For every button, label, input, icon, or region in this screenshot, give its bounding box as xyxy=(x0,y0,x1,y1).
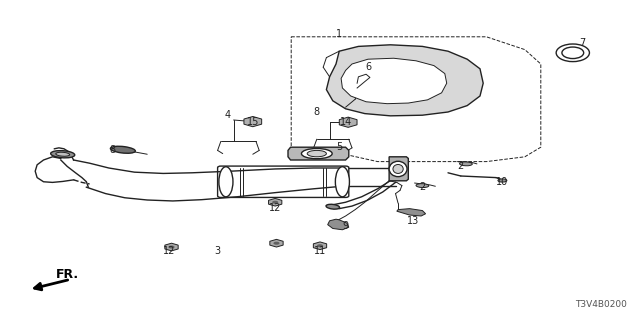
Text: 4: 4 xyxy=(224,110,230,120)
Ellipse shape xyxy=(326,204,340,209)
Text: 6: 6 xyxy=(365,62,371,72)
Circle shape xyxy=(272,201,278,204)
Ellipse shape xyxy=(389,161,407,177)
Polygon shape xyxy=(291,37,541,162)
Ellipse shape xyxy=(416,184,429,188)
Text: 15: 15 xyxy=(246,116,259,127)
Text: 8: 8 xyxy=(109,145,115,156)
Text: 14: 14 xyxy=(339,116,352,127)
Text: 12: 12 xyxy=(163,246,176,256)
Text: 8: 8 xyxy=(314,107,320,117)
Ellipse shape xyxy=(219,167,233,197)
Ellipse shape xyxy=(393,164,403,173)
Text: 13: 13 xyxy=(406,216,419,226)
Ellipse shape xyxy=(556,44,589,62)
Text: 2: 2 xyxy=(419,182,426,192)
Text: 10: 10 xyxy=(496,177,509,188)
Circle shape xyxy=(168,245,175,249)
Ellipse shape xyxy=(51,151,75,158)
Text: T3V4B0200: T3V4B0200 xyxy=(575,300,627,309)
Ellipse shape xyxy=(562,47,584,59)
Text: FR.: FR. xyxy=(56,268,79,281)
Ellipse shape xyxy=(335,167,349,197)
FancyBboxPatch shape xyxy=(218,166,349,197)
Ellipse shape xyxy=(307,150,326,157)
Circle shape xyxy=(317,244,323,247)
Polygon shape xyxy=(326,45,483,116)
Polygon shape xyxy=(288,147,349,160)
Text: 7: 7 xyxy=(579,38,586,48)
Text: 12: 12 xyxy=(269,203,282,213)
Polygon shape xyxy=(397,209,426,216)
Ellipse shape xyxy=(56,152,70,156)
Text: 11: 11 xyxy=(314,246,326,256)
Ellipse shape xyxy=(460,162,472,166)
Ellipse shape xyxy=(111,146,135,153)
Polygon shape xyxy=(328,219,349,230)
Text: 9: 9 xyxy=(342,220,349,231)
Polygon shape xyxy=(341,58,447,104)
Text: 3: 3 xyxy=(214,246,221,256)
Text: 2: 2 xyxy=(458,161,464,172)
Ellipse shape xyxy=(301,148,332,159)
Ellipse shape xyxy=(498,179,507,182)
Circle shape xyxy=(273,242,280,245)
Text: 5: 5 xyxy=(336,142,342,152)
Text: 1: 1 xyxy=(336,28,342,39)
Polygon shape xyxy=(389,157,408,181)
